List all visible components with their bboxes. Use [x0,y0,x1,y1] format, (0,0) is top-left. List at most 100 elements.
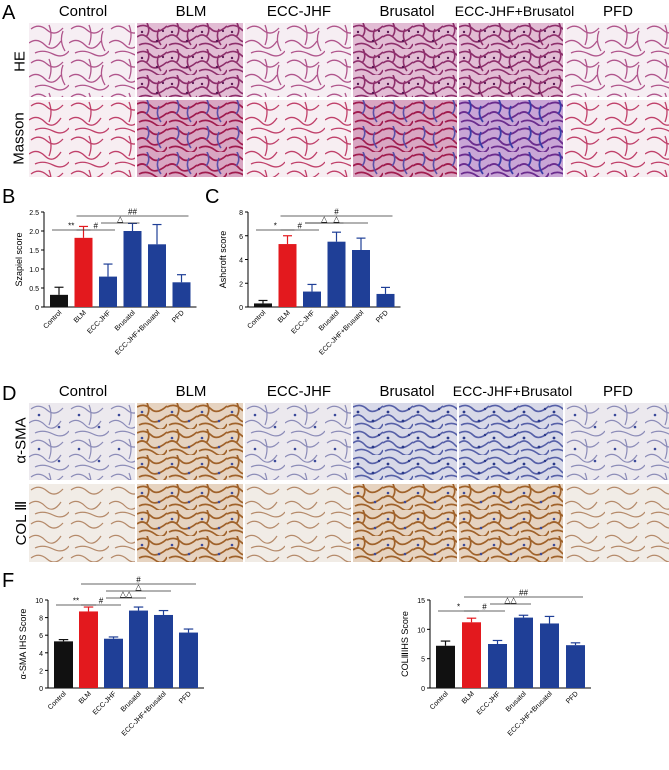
significance-marker: △△ [504,596,517,605]
y-tick-label: 0 [35,305,39,312]
panel-a-col-ecc-jhf: ECC-JHF [266,3,332,20]
bar-pfd [376,293,395,307]
micrograph-sma-control [29,403,135,480]
x-tick-label: BLM [78,690,93,705]
panel-d-col-ecc-jhf: ECC-JHF [266,383,332,400]
significance-marker: ** [73,597,79,606]
micrograph-masson-ecc-jhf [245,100,351,177]
significance-marker: * [457,603,460,612]
y-tick-label: 0 [239,305,243,312]
x-tick-label: Control [47,690,68,711]
y-tick-label: 1.5 [29,248,39,255]
x-tick-label: ECC-JHF [476,690,502,716]
micrograph-masson-ecc-jhf-brusatol [459,100,563,177]
panel-d-letter: D [2,383,17,405]
micrograph-col3-control [29,484,135,562]
x-tick-label: PFD [171,309,186,324]
bar-ecc-jhf [303,291,321,307]
y-axis-label: COLⅢIHS Score [400,611,410,677]
x-tick-label: ECC-JHF [290,309,316,335]
panel-a-col-pfd: PFD [603,3,633,20]
bar-ecc-jhf-brusatol [148,244,166,307]
x-tick-label: ECC-JHF+Brusatol [121,690,168,737]
y-tick-label: 6 [239,234,243,241]
micrograph-col3-blm [137,484,243,562]
bar-brusatol [129,610,148,688]
y-tick-label: 10 [417,627,425,634]
y-tick-label: 2.5 [29,210,39,217]
bar-blm [74,237,93,307]
x-tick-label: PFD [375,309,390,324]
x-tick-label: BLM [461,690,476,705]
panel-d-row-col-iii: COL Ⅲ [13,500,30,546]
micrograph-sma-ecc-jhf-brusatol [459,403,563,480]
significance-marker: # [482,603,487,612]
significance-marker: * [274,222,277,231]
micrograph-sma-ecc-jhf [245,403,351,480]
significance-marker: △ [333,215,340,224]
micrograph-he-ecc-jhf-brusatol [459,23,563,97]
micrograph-he-ecc-jhf [245,23,351,97]
significance-marker: ## [519,589,528,598]
significance-marker: # [298,222,303,231]
x-tick-label: BLM [73,309,88,324]
panel-c-letter: C [205,186,220,208]
significance-marker: # [99,597,104,606]
panel-d-col-pfd: PFD [603,383,633,400]
bar-ecc-jhf [488,644,507,688]
y-tick-label: 4 [39,651,43,658]
y-tick-label: 0 [421,686,425,693]
significance-marker: △△ [120,590,133,599]
bar-blm [278,244,297,307]
micrograph-col3-ecc-jhf-brusatol [459,484,563,562]
micrograph-masson-pfd [565,100,669,177]
panel-a-row-masson: Masson [10,112,28,165]
micrograph-masson-blm [137,100,243,177]
panel-a-col-control: Control [58,3,108,20]
bar-ecc-jhf-brusatol [352,250,370,307]
x-tick-label: PFD [178,690,193,705]
y-tick-label: 0 [39,686,43,693]
chart-col3-ihs-score: 0 5 10 15 COLⅢIHS Score Control BLM ECC-JHF Brus… [400,589,591,738]
micrograph-he-brusatol [353,23,457,97]
x-tick-label: ECC-JHF [92,690,118,716]
y-tick-label: 0.5 [29,286,39,293]
x-tick-label: ECC-JHF [86,309,112,335]
x-tick-label: Control [246,309,267,330]
significance-marker: ## [128,208,137,217]
y-tick-label: 10 [35,598,43,605]
micrograph-col3-pfd [565,484,669,562]
x-tick-label: ECC-JHF+Brusatol [507,690,554,737]
x-tick-label: ECC-JHF+Brusatol [114,309,161,356]
x-tick-label: Control [429,690,450,711]
significance-marker: △ [117,215,124,224]
micrograph-sma-pfd [565,403,669,480]
bar-ecc-jhf [99,276,117,307]
bar-brusatol [327,241,346,307]
micrograph-he-control [29,23,135,97]
panel-a-row-he: HE [11,51,29,72]
bar-pfd [172,282,191,307]
panel-d-col-blm: BLM [175,383,207,400]
bar-control [254,303,272,307]
y-axis-label: α-SMA IHS Score [18,609,28,680]
y-tick-label: 1.0 [29,267,39,274]
y-tick-label: 2.0 [29,229,39,236]
y-tick-label: 5 [421,657,425,664]
bar-blm [79,611,98,688]
bar-brusatol [123,231,142,307]
bar-control [436,645,455,688]
micrograph-sma-blm [137,403,243,480]
y-tick-label: 2 [239,281,243,288]
bar-brusatol [514,617,533,688]
panel-d-row-alpha-sma: α-SMA [12,417,30,464]
x-tick-label: Brusatol [318,309,341,332]
bar-blm [462,622,481,688]
y-tick-label: 8 [39,616,43,623]
bar-pfd [179,632,198,688]
significance-marker: # [334,208,339,217]
x-tick-label: PFD [565,690,580,705]
bar-control [54,641,73,688]
panel-a-col-ecc-jhf-brusatol: ECC-JHF+Brusatol [454,3,575,19]
